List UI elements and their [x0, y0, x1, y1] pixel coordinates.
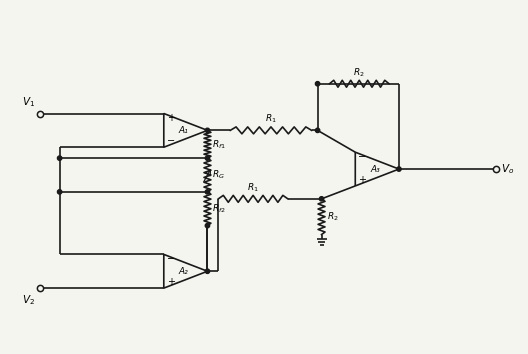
Text: +: +	[358, 175, 366, 185]
Text: R$_1$: R$_1$	[247, 181, 259, 194]
Circle shape	[205, 269, 210, 273]
Text: −: −	[167, 254, 175, 264]
Circle shape	[205, 223, 210, 228]
Text: V$_1$: V$_1$	[22, 95, 35, 109]
Text: +: +	[167, 114, 175, 124]
Circle shape	[397, 167, 401, 171]
Circle shape	[58, 190, 62, 194]
Text: R$_{f2}$: R$_{f2}$	[212, 202, 227, 215]
Circle shape	[315, 128, 320, 132]
Text: V$_2$: V$_2$	[22, 293, 35, 307]
Circle shape	[58, 156, 62, 160]
Text: R$_{f1}$: R$_{f1}$	[212, 138, 227, 150]
Circle shape	[315, 81, 320, 86]
Text: R$_G$: R$_G$	[212, 169, 225, 181]
Text: R$_2$: R$_2$	[353, 66, 365, 79]
Text: A₂: A₂	[178, 267, 188, 276]
Text: +: +	[167, 277, 175, 287]
Text: V$_o$: V$_o$	[501, 162, 514, 176]
Text: A₁: A₁	[178, 126, 188, 135]
Circle shape	[205, 128, 210, 132]
Circle shape	[205, 190, 210, 194]
Text: −: −	[167, 136, 175, 146]
Text: R$_1$: R$_1$	[265, 113, 277, 125]
Text: −: −	[358, 152, 366, 162]
Text: A₃: A₃	[370, 165, 380, 173]
Circle shape	[319, 196, 324, 201]
Text: R$_2$: R$_2$	[326, 210, 338, 223]
Circle shape	[205, 156, 210, 160]
